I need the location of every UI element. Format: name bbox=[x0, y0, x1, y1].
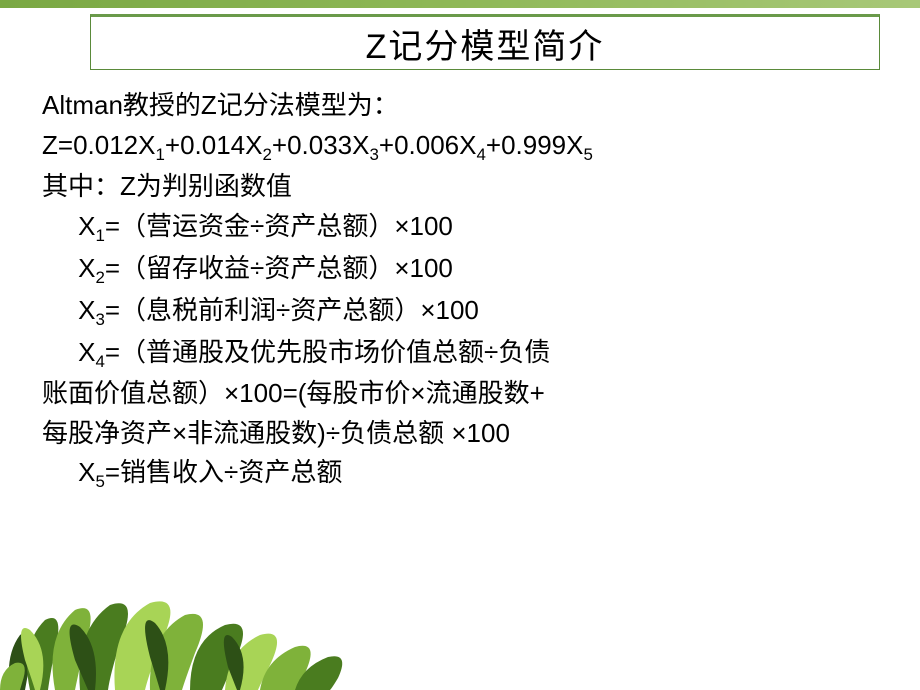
intro-line: Altman教授的Z记分法模型为： bbox=[42, 86, 900, 126]
page-title: Z记分模型简介 bbox=[366, 19, 605, 68]
plant-decoration bbox=[0, 535, 380, 690]
title-box: Z记分模型简介 bbox=[90, 14, 880, 70]
z-formula: Z=0.012X1+0.014X2+0.033X3+0.006X4+0.999X… bbox=[42, 126, 900, 168]
top-accent-stripe bbox=[0, 0, 920, 8]
x4-definition: X4=（普通股及优先股市场价值总额÷负债 bbox=[42, 333, 900, 375]
x4-continued-c: 每股净资产×非流通股数)÷负债总额 ×100 bbox=[42, 414, 900, 454]
x4-continued-b: 账面价值总额）×100=(每股市价×流通股数+ bbox=[42, 374, 900, 414]
x3-definition: X3=（息税前利润÷资产总额）×100 bbox=[42, 291, 900, 333]
where-line: 其中：Z为判别函数值 bbox=[42, 167, 900, 207]
x2-definition: X2=（留存收益÷资产总额）×100 bbox=[42, 249, 900, 291]
x5-definition: X5=销售收入÷资产总额 bbox=[42, 453, 900, 495]
x1-definition: X1=（营运资金÷资产总额）×100 bbox=[42, 207, 900, 249]
content-body: Altman教授的Z记分法模型为： Z=0.012X1+0.014X2+0.03… bbox=[42, 86, 900, 495]
